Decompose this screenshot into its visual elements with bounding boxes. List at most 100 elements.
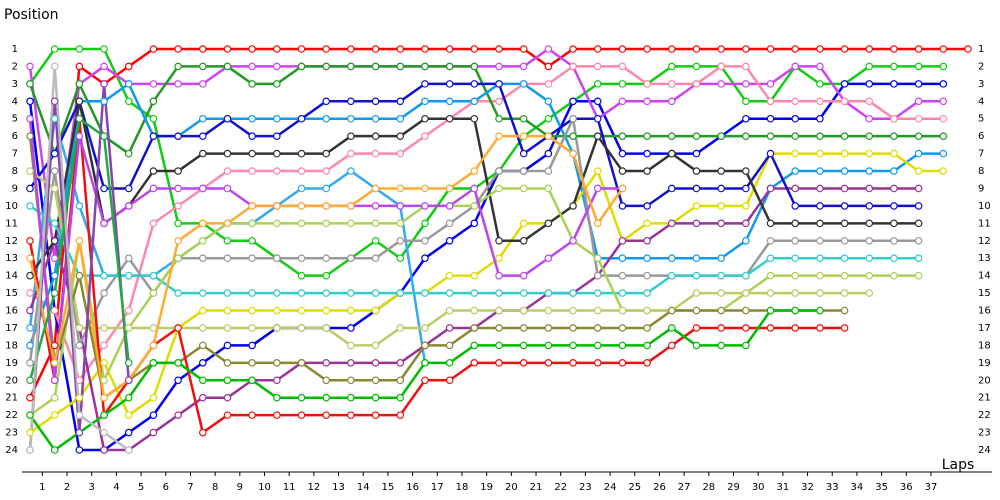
x-tick-label: 9 <box>237 482 243 493</box>
lap-marker <box>26 202 34 210</box>
lap-marker <box>667 306 676 315</box>
lap-marker <box>421 219 429 228</box>
y-tick-label: 1 <box>12 44 18 55</box>
lap-marker <box>198 341 207 350</box>
x-tick-label: 14 <box>357 482 370 493</box>
lap-marker <box>766 236 775 245</box>
lap-marker <box>914 167 923 175</box>
lap-marker <box>667 324 676 332</box>
lap-marker <box>569 306 577 315</box>
lap-marker <box>865 289 874 297</box>
lap-marker <box>347 254 355 263</box>
lap-marker <box>495 132 503 140</box>
lap-marker <box>816 62 824 71</box>
lap-marker <box>519 289 528 297</box>
lap-marker <box>124 376 133 385</box>
lap-marker <box>421 341 429 350</box>
y-tick-label: 13 <box>5 253 18 264</box>
lap-marker <box>495 167 503 175</box>
lap-marker <box>396 184 405 193</box>
lap-marker <box>371 219 380 228</box>
y-tick-label-right: 11 <box>978 218 991 229</box>
lap-marker <box>421 80 429 88</box>
lap-marker <box>890 149 898 158</box>
lap-marker <box>149 132 158 140</box>
lap-marker <box>50 167 59 175</box>
lap-marker <box>396 359 405 367</box>
x-tick-label: 22 <box>554 482 567 493</box>
lap-marker <box>840 289 849 297</box>
lap-marker <box>519 219 528 228</box>
lap-marker <box>766 149 775 158</box>
y-tick-label-right: 2 <box>978 61 984 72</box>
lap-marker <box>470 341 479 350</box>
lap-marker <box>26 376 34 385</box>
lap-marker <box>692 167 701 175</box>
x-tick-label: 23 <box>579 482 592 493</box>
lap-marker <box>445 306 454 315</box>
lap-marker <box>865 167 874 175</box>
lap-marker <box>914 219 923 228</box>
lap-marker <box>914 236 923 245</box>
lap-marker <box>890 114 898 123</box>
lap-marker <box>717 45 725 53</box>
lap-marker <box>445 324 454 332</box>
lap-marker <box>865 114 874 123</box>
lap-marker <box>322 376 331 385</box>
lap-marker <box>791 167 800 175</box>
lap-marker <box>297 306 306 315</box>
x-tick-label: 34 <box>851 482 864 493</box>
x-tick-label: 3 <box>89 482 95 493</box>
lap-marker <box>865 236 874 245</box>
lap-marker <box>26 393 34 402</box>
lap-marker <box>198 219 207 228</box>
lap-marker <box>766 324 775 332</box>
lap-marker <box>248 376 256 385</box>
lap-marker <box>914 114 923 123</box>
lap-marker <box>939 114 948 123</box>
lap-marker <box>470 62 479 71</box>
lap-marker <box>322 411 331 419</box>
lap-marker <box>445 341 454 350</box>
lap-marker <box>544 324 553 332</box>
lap-marker <box>124 184 133 193</box>
lap-marker <box>618 184 627 193</box>
lap-marker <box>347 393 355 402</box>
lap-marker <box>273 80 281 88</box>
lap-marker <box>914 184 923 193</box>
x-tick-label: 26 <box>653 482 666 493</box>
lap-marker <box>569 289 577 297</box>
lap-marker <box>470 306 479 315</box>
lap-marker <box>273 132 281 140</box>
lap-marker <box>865 219 874 228</box>
lap-marker <box>26 324 34 332</box>
lap-marker <box>816 184 824 193</box>
lap-marker <box>692 62 701 71</box>
lap-marker <box>149 97 158 106</box>
lap-marker <box>840 45 849 53</box>
lap-marker <box>667 271 676 280</box>
lap-marker <box>766 271 775 280</box>
lap-marker <box>50 289 59 297</box>
lap-marker <box>100 62 108 71</box>
lap-marker <box>421 324 429 332</box>
lap-marker <box>667 97 676 106</box>
lap-marker <box>569 45 577 53</box>
lap-marker <box>223 184 232 193</box>
lap-marker <box>470 45 479 53</box>
lap-marker <box>791 271 800 280</box>
lap-marker <box>50 45 59 53</box>
y-tick-label-right: 8 <box>978 166 984 177</box>
lap-marker <box>273 202 281 210</box>
lap-marker <box>421 289 429 297</box>
lap-marker <box>149 359 158 367</box>
lap-marker <box>667 62 676 71</box>
lap-marker <box>667 341 676 350</box>
lap-marker <box>890 80 898 88</box>
x-tick-label: 15 <box>382 482 395 493</box>
lap-marker <box>371 202 380 210</box>
y-tick-label: 6 <box>12 131 18 142</box>
lap-marker <box>174 236 182 245</box>
lap-marker <box>26 341 34 350</box>
lap-marker <box>495 62 503 71</box>
